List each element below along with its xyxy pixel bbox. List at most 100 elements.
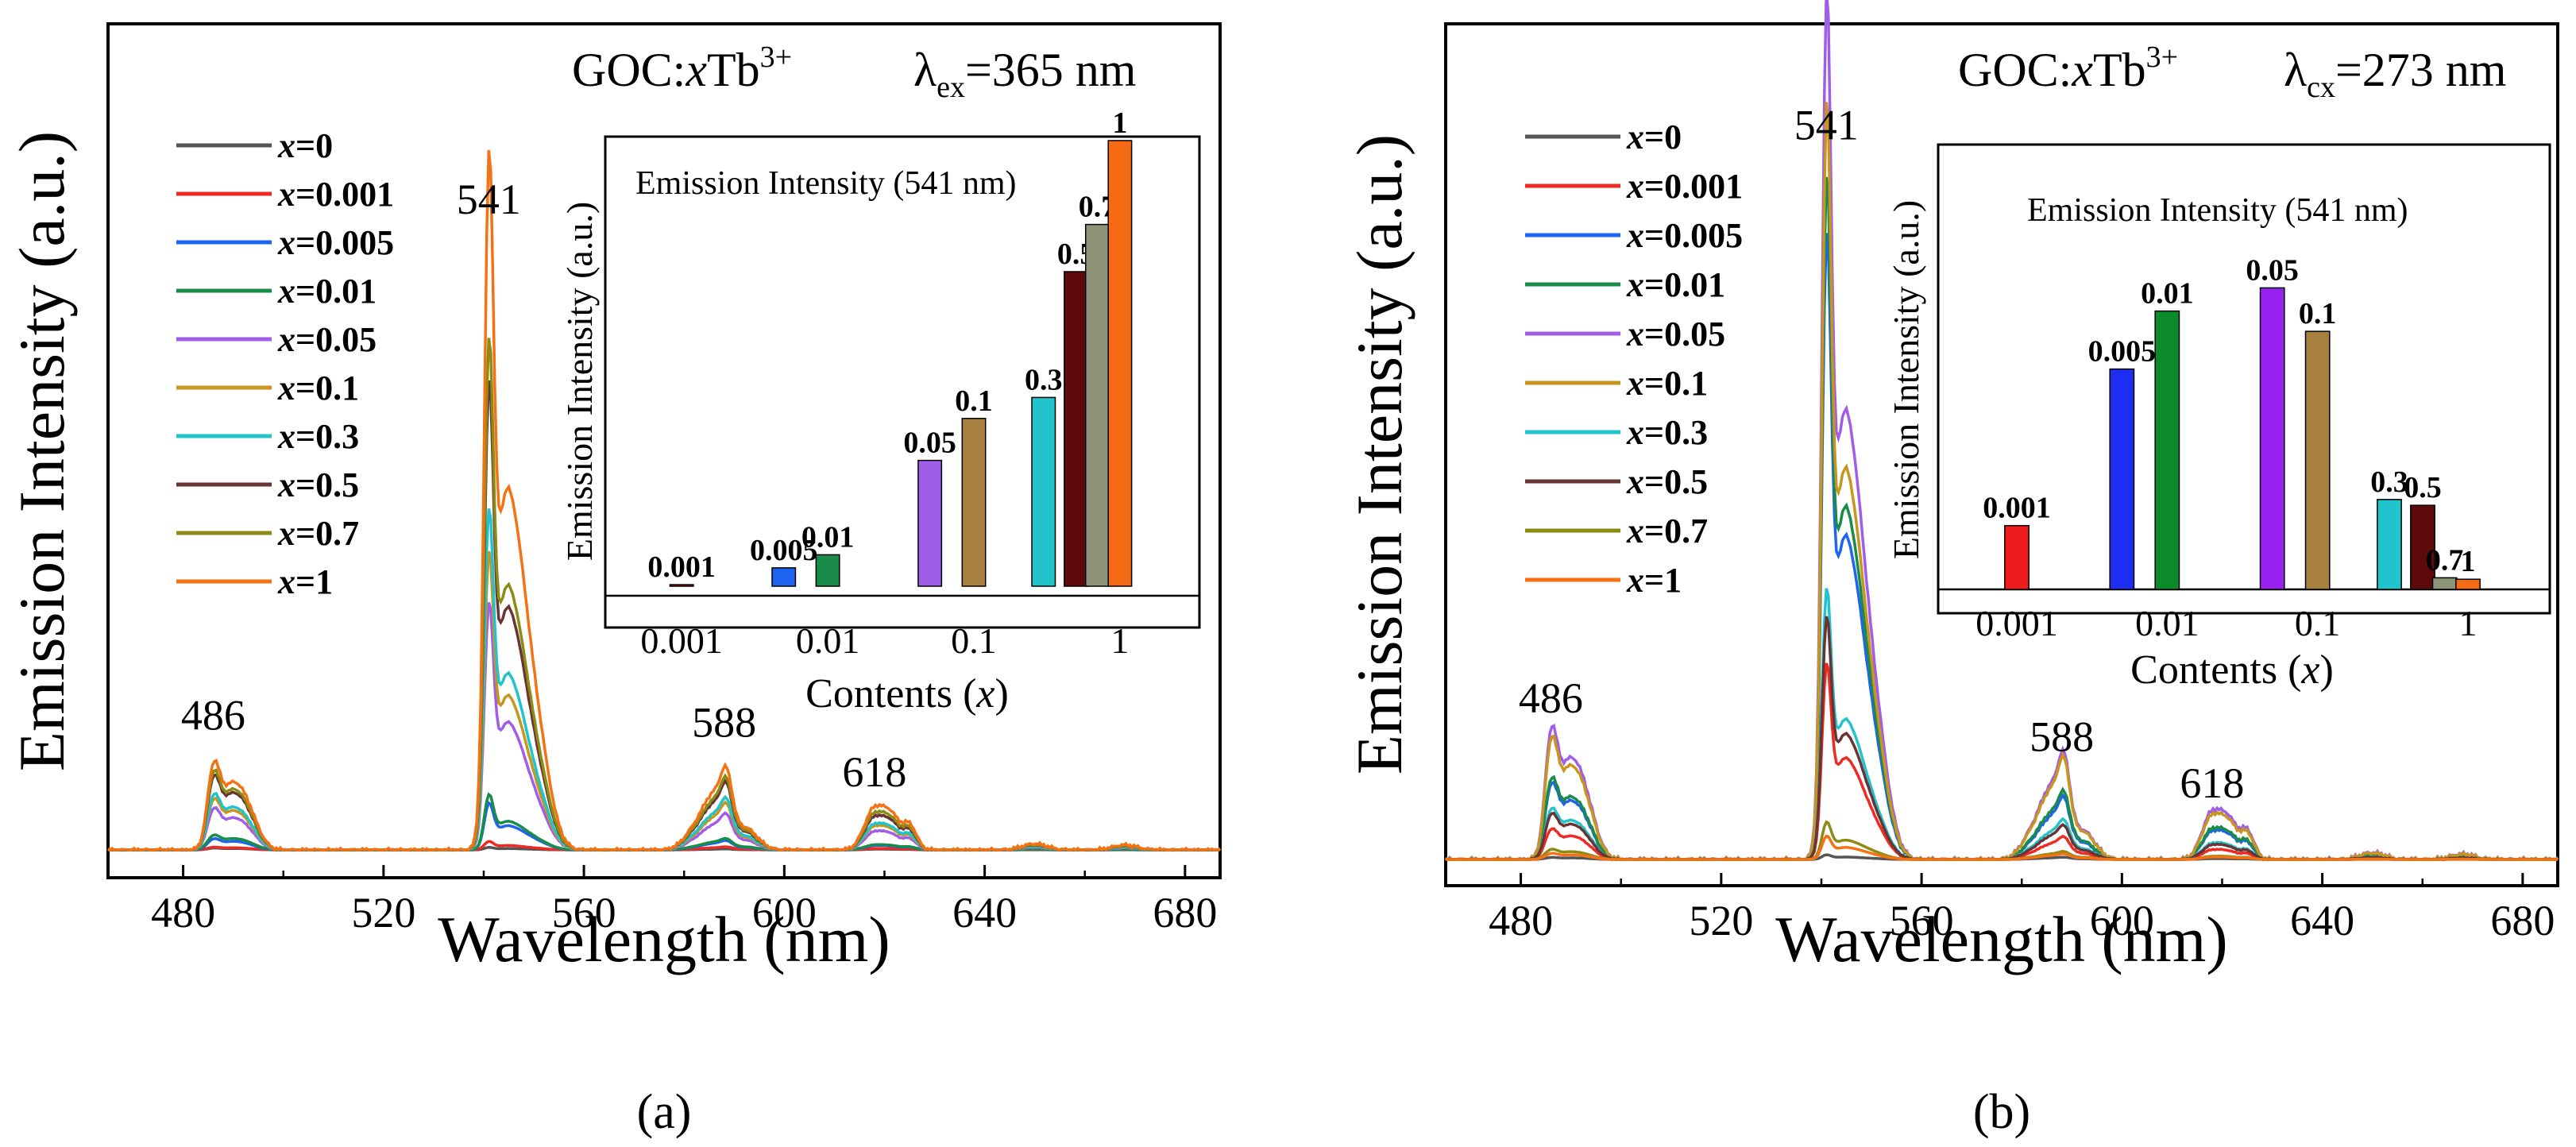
- inset-x-tick-label: 0.01: [2135, 603, 2199, 643]
- legend-label: x=0.7: [1626, 512, 1708, 550]
- x-tick-label: 600: [752, 889, 817, 937]
- panel-a-inset-y-label: Emission Intensity (a.u.): [559, 202, 600, 561]
- spectrum-line-x-1: [1446, 834, 2559, 861]
- legend-label: x=0.001: [277, 175, 394, 214]
- legend-label: x=0.1: [1626, 364, 1708, 403]
- legend-item-x-1: x=1: [1525, 561, 1682, 600]
- inset-bar-0p01: [815, 554, 840, 587]
- x-tick-label: 640: [952, 889, 1017, 937]
- panel-a-peak-labels: 486 541 588 618: [181, 176, 906, 796]
- legend-item-x-0p001: x=0.001: [1525, 167, 1743, 206]
- panel-b-inset-x-label: Contents (x): [2130, 647, 2334, 693]
- panel-b-inset: 0.001 0.01 0.1 10.0010.0050.010.050.10.30.5…: [1886, 143, 2551, 693]
- legend-item-x-0: x=0: [1525, 118, 1682, 156]
- inset-x-tick-label: 0.1: [2295, 603, 2341, 643]
- panel-b-inset-title: Emission Intensity (541 nm): [2027, 192, 2408, 229]
- legend-label: x=0.005: [277, 223, 394, 262]
- panel-a-excitation-label: λex=365 nm: [913, 44, 1136, 104]
- spectrum-line-x-0p005: [107, 801, 1221, 852]
- inset-bar-0p3: [2377, 499, 2402, 590]
- inset-bar-0p7: [2431, 577, 2458, 590]
- legend-label: x=0.1: [277, 369, 359, 407]
- legend-item-x-0p05: x=0.05: [176, 320, 377, 359]
- peak-label-588: 588: [692, 699, 756, 747]
- legend-label: x=0.5: [1626, 462, 1708, 501]
- peak-label-618: 618: [2180, 759, 2244, 807]
- legend-item-x-0p1: x=0.1: [176, 369, 359, 407]
- legend-item-x-0p3: x=0.3: [176, 417, 359, 456]
- x-tick-label: 560: [552, 889, 616, 937]
- inset-x-tick-label: 0.01: [796, 620, 860, 661]
- inset-bar-0p3: [1031, 396, 1056, 587]
- panel-a-inset-title: Emission Intensity (541 nm): [635, 165, 1016, 202]
- inset-bar-0p05: [917, 459, 943, 587]
- panel-a-frame: [106, 22, 1222, 879]
- legend-item-x-0p1: x=0.1: [1525, 364, 1708, 403]
- panel-b-x-axis-label: Wavelength (nm): [1775, 903, 2227, 975]
- peak-label-486: 486: [181, 692, 245, 740]
- legend-item-x-0p7: x=0.7: [176, 514, 359, 553]
- panel-a-inset-bars: 0.001 0.01 0.1 10.0010.0050.010.050.10.30.5…: [605, 106, 1199, 661]
- panel-b-label: (b): [1973, 1085, 2030, 1139]
- legend-label: x=0.05: [1626, 315, 1725, 353]
- spectrum-line-x-1: [107, 149, 1222, 852]
- legend-label: x=0.01: [1626, 265, 1725, 304]
- peak-label-541: 541: [1794, 101, 1859, 149]
- inset-bar-value-label: 0.01: [801, 520, 855, 554]
- inset-x-tick-label: 1: [1110, 620, 1129, 661]
- inset-x-tick-label: 0.1: [951, 620, 997, 661]
- inset-bar-0p005: [2109, 368, 2135, 590]
- inset-x-tick-label: 0.001: [1975, 603, 2058, 643]
- inset-bar-0p1: [2304, 330, 2331, 590]
- inset-bar-value-label: 0.1: [2299, 297, 2337, 330]
- inset-bar-0p5: [2410, 504, 2435, 590]
- legend-item-x-1: x=1: [176, 562, 333, 601]
- peak-label-588: 588: [2030, 713, 2094, 761]
- legend-label: x=0.5: [277, 465, 359, 504]
- panel-b-inset-bars: 0.001 0.01 0.1 10.0010.0050.010.050.10.30.5…: [1938, 253, 2550, 643]
- panel-b-chart-title: GOC:xTb3+: [1958, 41, 2178, 96]
- legend-item-x-0p5: x=0.5: [176, 465, 359, 504]
- panel-a-inset: 0.001 0.01 0.1 10.0010.0050.010.050.10.30.5…: [559, 106, 1201, 716]
- panel-a-spectra: [107, 149, 1222, 852]
- inset-bar-0p1: [961, 418, 987, 587]
- inset-bar-value-label: 0.7: [2426, 543, 2464, 577]
- x-tick-label: 680: [1153, 889, 1217, 937]
- panel-b: 480 520 560 600 640 680 Wavelength (nm) Emiss…: [1343, 0, 2559, 1139]
- legend-label: x=0.05: [277, 320, 377, 359]
- legend-label: x=0.7: [277, 514, 359, 553]
- legend-item-x-0p005: x=0.005: [176, 223, 394, 262]
- spectrum-line-x-0p001: [1445, 662, 2559, 861]
- inset-bar-value-label: 0.01: [2141, 277, 2194, 311]
- legend-item-x-0p001: x=0.001: [176, 175, 394, 214]
- inset-bar-0p005: [771, 567, 797, 587]
- inset-bar-value-label: 0.005: [750, 534, 818, 567]
- inset-bar-0p5: [1064, 271, 1089, 587]
- x-tick-label: 520: [351, 889, 415, 937]
- inset-bar-value-label: 0.5: [2404, 471, 2442, 504]
- inset-bar-1: [1107, 140, 1133, 587]
- spectrum-line-x-0p7: [1445, 820, 2559, 861]
- inset-bar-value-label: 1: [2460, 545, 2475, 578]
- x-tick-label: 680: [2490, 897, 2555, 944]
- legend-label: x=1: [1626, 561, 1682, 600]
- inset-bar-0p01: [2154, 310, 2180, 590]
- legend-item-x-0p5: x=0.5: [1525, 462, 1708, 501]
- panel-b-frame: [1444, 22, 2559, 887]
- x-tick-label: 640: [2290, 897, 2354, 944]
- inset-bar-value-label: 0.3: [2370, 465, 2408, 499]
- inset-bar-value-label: 0.05: [903, 427, 956, 460]
- peak-label-541: 541: [457, 176, 521, 223]
- panel-a-label: (a): [637, 1085, 692, 1139]
- inset-bar-0p001: [2004, 524, 2030, 590]
- panel-b-spectra: [1444, 0, 2559, 862]
- legend-item-x-0p7: x=0.7: [1525, 512, 1708, 550]
- legend-label: x=0.001: [1626, 167, 1743, 206]
- legend-item-x-0p01: x=0.01: [176, 272, 377, 311]
- panel-a-x-axis-label: Wavelength (nm): [438, 903, 890, 975]
- panel-a-x-ticks: 480 520 560 600 640 680: [151, 865, 1217, 937]
- inset-bar-0p05: [2259, 287, 2285, 590]
- panel-a: 480 520 560 600 640 680 Wavelength (nm) Emiss…: [6, 22, 1222, 1139]
- legend-item-x-0p01: x=0.01: [1525, 265, 1725, 304]
- legend-label: x=0.3: [277, 417, 359, 456]
